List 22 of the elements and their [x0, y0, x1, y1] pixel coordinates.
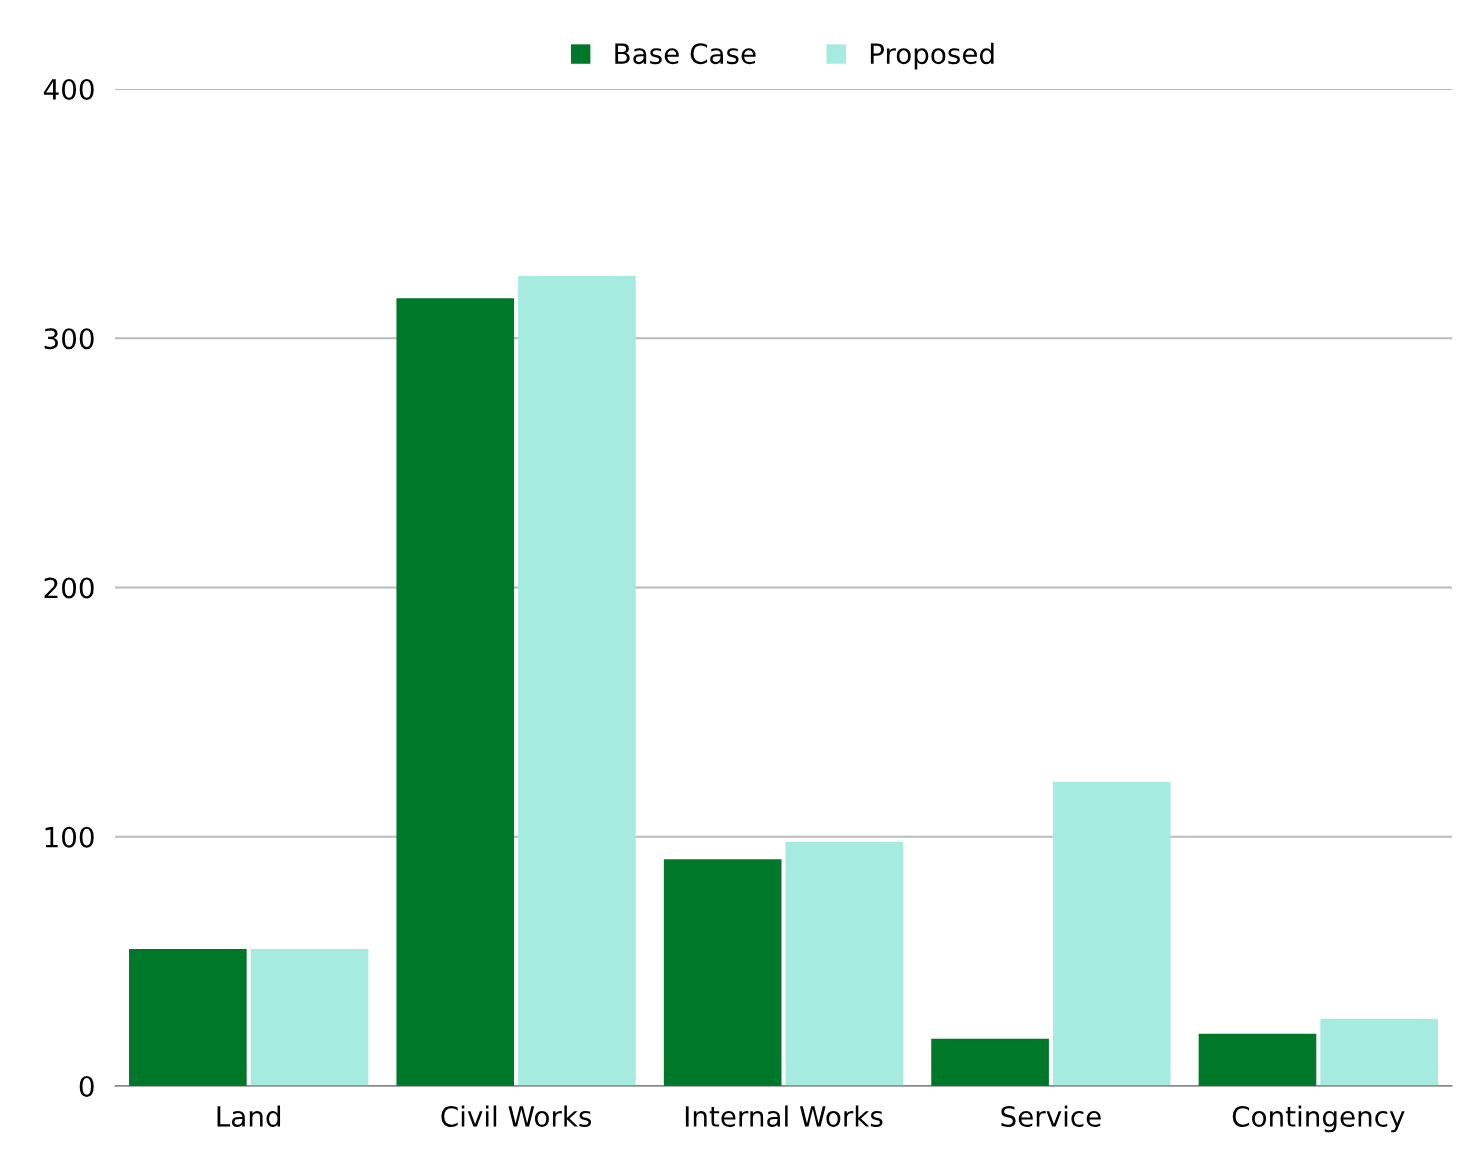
y-tick-label: 400	[43, 78, 94, 100]
x-tick-label: Land	[217, 1105, 281, 1127]
bar	[1052, 781, 1171, 1086]
y-tick-label: 100	[45, 826, 94, 848]
x-tick-label: Internal Works	[685, 1105, 883, 1127]
bar	[1320, 1018, 1438, 1086]
x-tick-label: Contingency	[1232, 1105, 1405, 1133]
bar	[1198, 1033, 1317, 1086]
bar	[250, 948, 369, 1086]
bar	[396, 298, 515, 1086]
y-tick-label: 200	[44, 577, 94, 599]
legend-label: Proposed	[870, 42, 994, 70]
x-tick-label: Civil Works	[441, 1105, 592, 1127]
y-tick-label: 0	[79, 1075, 94, 1097]
y-tick-label: 300	[44, 328, 94, 350]
bar	[663, 859, 782, 1086]
bar	[931, 1038, 1049, 1086]
bar	[129, 948, 247, 1086]
legend-label: Base Case	[615, 43, 756, 65]
bar	[785, 841, 904, 1086]
x-tick-label: Service	[1001, 1105, 1101, 1127]
bar	[518, 275, 636, 1086]
